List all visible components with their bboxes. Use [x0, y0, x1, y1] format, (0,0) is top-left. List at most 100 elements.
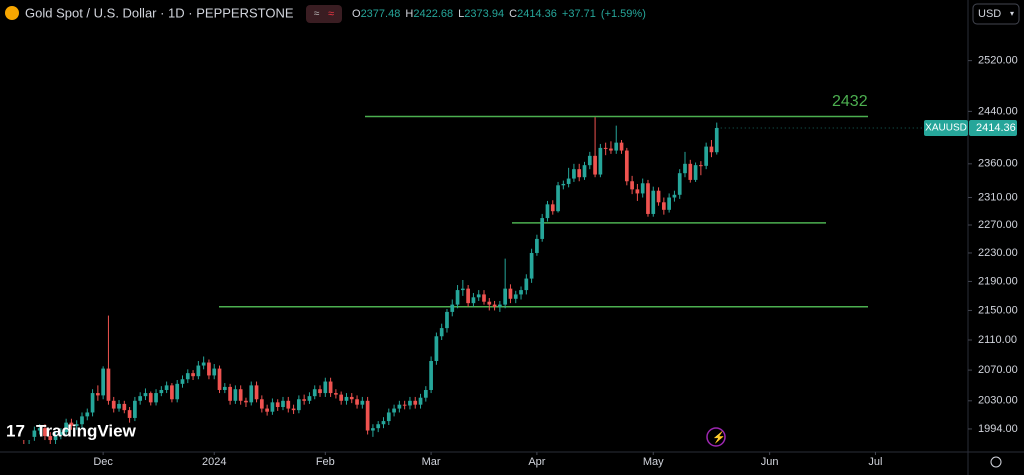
candle: [222, 383, 227, 394]
candle: [254, 381, 259, 403]
candle: [297, 395, 301, 414]
candle: [535, 234, 539, 256]
candle-body: [619, 142, 624, 151]
candle-body: [196, 365, 201, 377]
candle: [699, 161, 703, 176]
candle-body: [672, 194, 677, 198]
candle-body: [614, 142, 619, 151]
candle-body: [630, 181, 634, 190]
candle-body: [259, 399, 264, 409]
candle: [661, 197, 666, 215]
candle: [286, 396, 291, 413]
candle: [413, 396, 418, 409]
candle-body: [593, 155, 597, 175]
candle: [667, 193, 671, 213]
y-tick-label: 2070.00: [978, 364, 1018, 376]
candle: [371, 424, 375, 437]
candle-body: [519, 290, 523, 295]
candle: [302, 394, 307, 405]
events-icon[interactable]: [706, 427, 726, 447]
candle-body: [667, 197, 671, 210]
candle: [233, 385, 238, 404]
y-tick-label: 2360.00: [978, 158, 1018, 170]
currency-label: USD: [978, 8, 1001, 20]
candle: [80, 412, 84, 429]
candle: [148, 391, 153, 406]
candle: [201, 356, 206, 370]
change: +37.71: [562, 8, 596, 20]
candle-body: [371, 428, 375, 431]
candle: [196, 361, 201, 380]
ohlc-label: O: [352, 8, 361, 20]
candle: [281, 396, 285, 411]
candle-body: [460, 288, 465, 291]
candle: [85, 408, 90, 421]
candle-body: [254, 385, 259, 400]
candle-body: [397, 404, 402, 409]
candle: [487, 298, 492, 311]
candle: [32, 426, 37, 441]
candle-body: [503, 288, 508, 305]
candle: [646, 179, 650, 217]
candle: [651, 186, 656, 217]
candle-body: [365, 400, 370, 431]
candle-body: [85, 412, 90, 417]
badge-icon: ≈: [328, 8, 334, 20]
candle: [418, 393, 423, 409]
candle-body: [566, 178, 571, 184]
candle: [556, 181, 560, 213]
candle: [550, 200, 555, 215]
candle-body: [529, 252, 534, 279]
candle: [482, 290, 486, 305]
candle: [96, 385, 100, 401]
candle: [159, 386, 164, 397]
candle-body: [450, 304, 455, 312]
currency-button[interactable]: [972, 3, 1020, 25]
candle-body: [117, 403, 121, 409]
candle: [513, 290, 518, 304]
candle-body: [318, 389, 322, 394]
candle-body: [635, 189, 640, 194]
candle-body: [535, 238, 539, 253]
badge-icon: ≈: [314, 9, 320, 20]
candle-body: [471, 297, 476, 304]
candle: [587, 151, 592, 170]
candle-body: [175, 383, 180, 400]
candle: [577, 163, 582, 182]
candle: [154, 389, 158, 406]
x-tick-label: 2024: [202, 456, 226, 468]
candle-body: [233, 389, 238, 401]
indicator-badges[interactable]: [306, 5, 342, 23]
candle-body: [540, 218, 545, 239]
candle: [598, 143, 603, 178]
candle-body: [513, 294, 518, 299]
x-tick-label: Jul: [868, 456, 882, 468]
candle-body: [207, 362, 211, 376]
candle-body: [37, 428, 42, 431]
candle-body: [143, 393, 148, 397]
price-tag: [969, 119, 1017, 136]
candle-body: [714, 127, 719, 153]
candle: [566, 167, 571, 188]
candle: [640, 178, 645, 198]
candle-body: [133, 400, 137, 418]
candle: [212, 364, 217, 380]
candle: [312, 385, 317, 400]
ohlc-value: 2373.94: [464, 8, 504, 20]
y-tick-label: 2190.00: [978, 275, 1018, 287]
candle-body: [603, 147, 608, 149]
y-tick-label: 1994.00: [978, 423, 1018, 435]
settings-icon[interactable]: [990, 456, 1002, 468]
candle: [540, 213, 545, 242]
candle-body: [191, 373, 195, 377]
y-tick-label: 2520.00: [978, 55, 1018, 67]
ohlc-legend: O2377.48 H2422.68 L2373.94 C2414.36 +37.…: [352, 8, 646, 20]
x-tick-label: Feb: [316, 456, 335, 468]
candle: [111, 396, 116, 413]
candle-body: [550, 204, 555, 212]
x-tick-label: May: [643, 456, 664, 468]
candle: [624, 147, 629, 186]
